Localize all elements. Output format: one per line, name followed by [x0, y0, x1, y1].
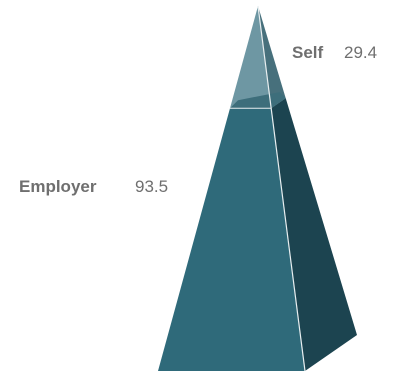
- label-self-name: Self: [292, 43, 324, 62]
- front-side-edge: [257, 5, 306, 372]
- segment-employer-side: [271, 98, 357, 371]
- segment-self-side: [258, 6, 286, 109]
- label-employer-name: Employer: [19, 177, 97, 196]
- label-self-value: 29.4: [344, 43, 377, 62]
- segment-divider-cap: [230, 92, 286, 109]
- label-employer-value: 93.5: [135, 177, 168, 196]
- segment-employer-front: [158, 108, 305, 371]
